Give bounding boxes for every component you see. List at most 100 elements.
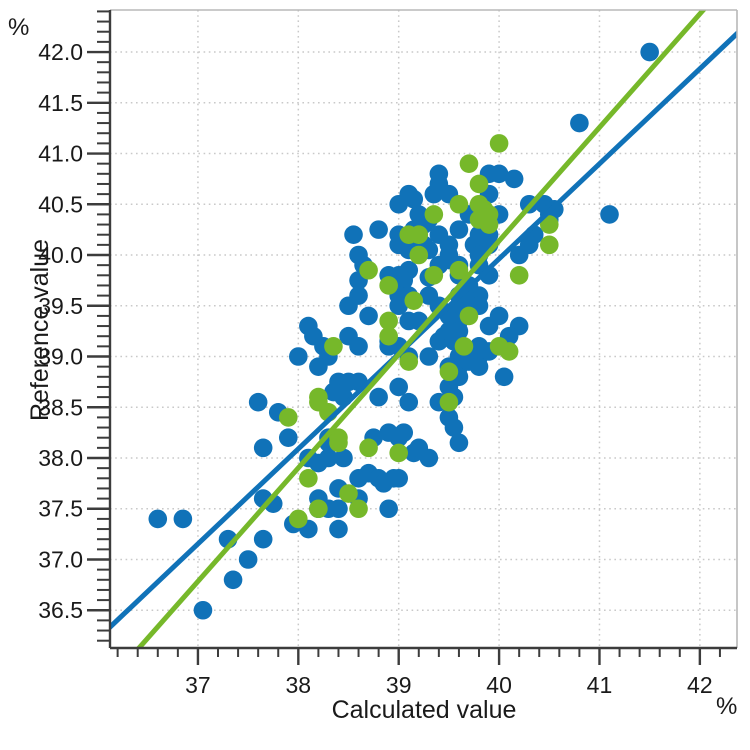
data-point-green-points — [449, 194, 469, 214]
y-tick-label: 37.5 — [38, 496, 83, 522]
y-tick-label: 38.0 — [38, 445, 83, 471]
data-point-blue-points — [640, 42, 659, 62]
data-point-blue-points — [253, 529, 273, 549]
data-point-blue-points — [419, 448, 439, 468]
data-point-blue-points — [248, 392, 268, 412]
data-point-blue-points — [449, 433, 469, 453]
x-tick-label: 42 — [687, 672, 713, 698]
data-point-blue-points — [404, 189, 424, 209]
data-point-blue-points — [389, 194, 409, 214]
data-point-blue-points — [509, 245, 529, 265]
data-point-blue-points — [349, 468, 368, 488]
y-tick-label: 41.0 — [38, 141, 83, 167]
data-point-blue-points — [489, 164, 509, 184]
data-point-green-points — [539, 215, 559, 234]
data-point-blue-points — [344, 225, 363, 245]
data-point-blue-points — [319, 448, 338, 468]
y-tick-label: 41.5 — [38, 90, 83, 116]
data-point-blue-points — [329, 519, 348, 539]
data-point-blue-points — [600, 205, 619, 224]
data-point-green-points — [409, 245, 429, 265]
y-tick-label: 40.0 — [38, 242, 83, 268]
data-point-green-points — [329, 433, 348, 453]
y-tick-label: 38.5 — [38, 394, 83, 420]
data-point-green-points — [339, 484, 358, 503]
data-point-green-points — [499, 342, 519, 361]
data-point-blue-points — [329, 499, 348, 519]
data-point-green-points — [454, 337, 474, 356]
data-point-blue-points — [369, 220, 388, 239]
data-point-green-points — [389, 443, 409, 463]
data-point-blue-points — [504, 169, 524, 189]
data-point-green-points — [324, 337, 343, 356]
data-point-blue-points — [349, 337, 368, 356]
data-point-blue-points — [489, 306, 509, 326]
data-point-blue-points — [394, 423, 414, 442]
axis-ticks — [87, 10, 721, 665]
x-unit-label: % — [716, 693, 737, 720]
data-point-green-points — [399, 352, 419, 371]
data-point-blue-points — [359, 306, 378, 326]
y-tick-label: 39.0 — [38, 344, 83, 370]
data-point-blue-points — [309, 357, 328, 376]
x-tick-label: 37 — [185, 672, 211, 698]
data-point-green-points — [539, 235, 559, 255]
data-point-green-points — [424, 266, 444, 285]
data-point-blue-points — [399, 392, 419, 412]
data-point-blue-points — [389, 468, 409, 488]
data-point-green-points — [299, 468, 318, 488]
data-point-green-points — [379, 311, 398, 331]
data-point-blue-points — [339, 296, 358, 316]
y-tick-label: 40.5 — [38, 191, 83, 217]
data-point-blue-points — [238, 550, 258, 569]
data-point-blue-points — [148, 509, 168, 529]
data-point-green-points — [424, 205, 444, 224]
y-tick-label: 39.5 — [38, 293, 83, 319]
data-point-green-points — [379, 326, 398, 346]
data-point-green-points — [309, 499, 328, 519]
data-point-green-points — [404, 291, 424, 310]
data-point-blue-points — [494, 367, 514, 387]
data-point-blue-points — [223, 570, 243, 590]
data-point-blue-points — [253, 438, 273, 458]
data-point-green-points — [439, 392, 459, 412]
data-point-green-points — [349, 499, 368, 519]
data-point-blue-points — [379, 499, 398, 519]
data-point-blue-points — [449, 220, 469, 239]
x-axis-title: Calculated value — [332, 696, 517, 724]
data-point-blue-points — [444, 418, 464, 437]
plot-frame — [108, 9, 738, 650]
data-point-blue-points — [389, 296, 409, 316]
data-point-green-points — [379, 276, 398, 295]
data-point-green-points — [479, 215, 499, 234]
data-point-green-points — [278, 408, 298, 427]
data-point-blue-points — [570, 113, 589, 133]
data-point-green-points — [469, 174, 489, 194]
data-point-green-points — [409, 225, 429, 245]
data-point-blue-points — [289, 347, 308, 366]
data-point-blue-points — [469, 357, 489, 376]
y-tick-label: 37.0 — [38, 546, 83, 572]
data-point-green-points — [489, 134, 509, 153]
data-point-blue-points — [389, 377, 409, 397]
data-point-green-points — [459, 154, 479, 173]
tick-labels: 36.5 37.0 37.5 38.0 38.5 39.0 39.5 40.0 40.5 41.0… — [38, 39, 712, 698]
x-tick-label: 38 — [286, 672, 312, 698]
data-point-green-points — [359, 260, 378, 280]
data-point-green-points — [449, 260, 469, 280]
y-unit-label: % — [8, 14, 29, 41]
data-point-blue-points — [419, 347, 439, 366]
y-tick-label: 36.5 — [38, 597, 83, 623]
data-point-green-points — [509, 266, 529, 285]
regression-line-blue — [110, 30, 737, 630]
data-point-blue-points — [193, 600, 213, 620]
data-point-green-points — [459, 306, 479, 326]
data-point-green-points — [359, 438, 378, 458]
regression-lines — [110, 10, 737, 648]
regression-line-green — [135, 10, 707, 648]
data-point-blue-points — [173, 509, 193, 529]
data-point-blue-points — [334, 448, 353, 468]
y-axis-title: Reference value — [26, 239, 54, 421]
